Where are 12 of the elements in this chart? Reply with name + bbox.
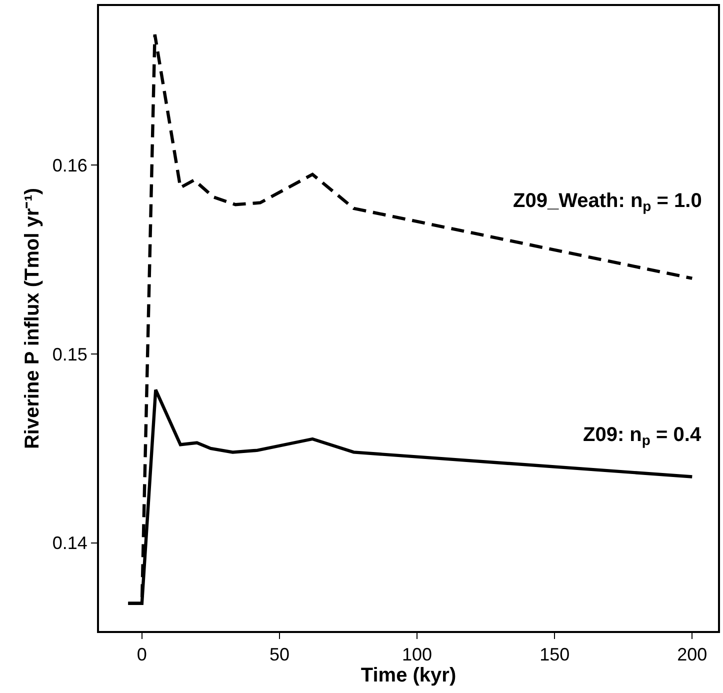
- y-tick-label: 0.15: [52, 344, 88, 364]
- y-axis-title: Riverine P influx (Tmol yr⁻¹): [21, 188, 44, 450]
- x-tick-label: 50: [269, 644, 290, 665]
- y-tick-label: 0.14: [52, 533, 88, 554]
- x-tick-label: 150: [540, 644, 570, 665]
- x-axis-title: Time (kyr): [360, 664, 456, 687]
- y-tick-label: 0.16: [52, 155, 88, 176]
- x-tick-label: 200: [677, 644, 708, 665]
- series-label: Z09_Weath: n$_{p}$ = 1.0: [513, 190, 702, 214]
- x-tick-label: 0: [136, 644, 147, 665]
- series-label: Z09: n$_{p}$ = 0.4: [583, 424, 702, 448]
- x-tick-label: 100: [402, 644, 432, 665]
